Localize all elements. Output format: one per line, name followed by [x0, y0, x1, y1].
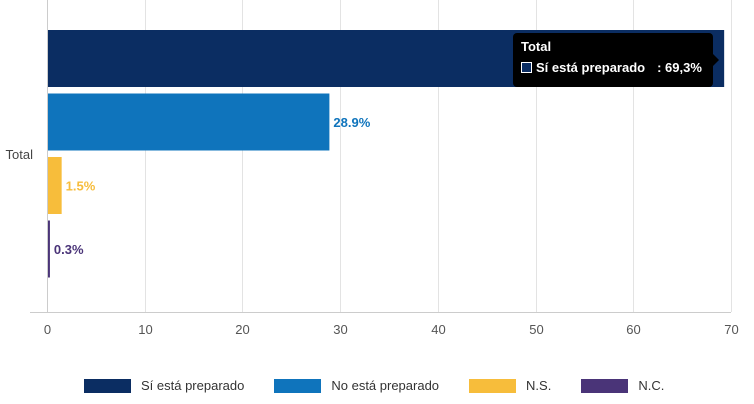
legend-label: No está preparado: [331, 378, 440, 393]
bar[interactable]: [47, 220, 50, 278]
x-tick-label: 0: [44, 322, 51, 337]
tooltip-title: Total: [521, 39, 552, 54]
x-tick-label: 10: [138, 322, 152, 337]
legend-swatch: [274, 378, 322, 393]
legend: Sí está preparado No está preparado N.S.…: [84, 378, 694, 393]
tooltip-row: Sí está preparado : 69,3%: [521, 60, 705, 75]
bar[interactable]: [47, 157, 62, 214]
legend-item-nc[interactable]: N.C.: [581, 378, 664, 393]
tooltip-value: : 69,3%: [657, 60, 702, 75]
x-tick-label: 50: [529, 322, 543, 337]
legend-item-si-preparado[interactable]: Sí está preparado: [84, 378, 244, 393]
category-label: Total: [6, 147, 34, 162]
legend-item-no-preparado[interactable]: No está preparado: [274, 378, 439, 393]
data-labels: 28.9% 1.5% 0.3%: [54, 115, 371, 257]
x-axis: 0 10 20 30 40 50 60 70 Total: [6, 0, 739, 337]
legend-item-ns[interactable]: N.S.: [469, 378, 551, 393]
legend-label: N.S.: [526, 378, 552, 393]
legend-swatch: [84, 378, 131, 393]
legend-swatch: [581, 378, 629, 393]
legend-label: N.C.: [638, 378, 665, 393]
x-tick-label: 30: [333, 322, 347, 337]
data-label: 28.9%: [333, 115, 370, 130]
x-tick-label: 20: [235, 322, 249, 337]
x-tick-label: 70: [724, 322, 738, 337]
legend-label: Sí está preparado: [141, 378, 245, 393]
tooltip: Total Sí está preparado : 69,3%: [513, 33, 719, 87]
tooltip-series-name: Sí está preparado: [536, 60, 646, 75]
tooltip-arrow: [713, 54, 719, 66]
data-label: 1.5%: [66, 179, 96, 194]
data-label: 0.3%: [54, 242, 84, 257]
legend-swatch: [469, 378, 517, 393]
x-tick-label: 60: [626, 322, 640, 337]
bar[interactable]: [47, 93, 330, 151]
x-tick-label: 40: [431, 322, 445, 337]
tooltip-swatch: [521, 62, 532, 73]
